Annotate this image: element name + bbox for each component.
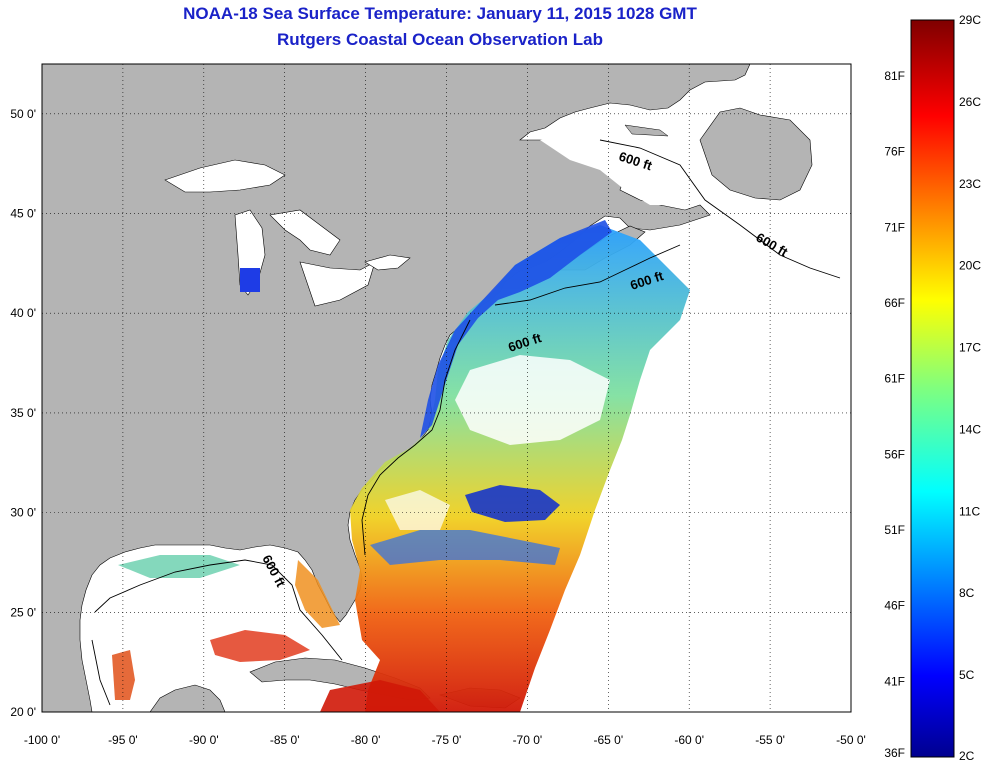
lon-tick-label: -95 0' [108, 733, 138, 747]
longitude-axis: -100 0' -95 0' -90 0' -85 0' -80 0' -75 0' -70… [24, 733, 866, 747]
lon-tick-label: -50 0' [836, 733, 866, 747]
colorbar-celsius-label: 8C [959, 586, 975, 600]
lat-tick-label: 35 0' [10, 406, 36, 420]
cloud-mask-2 [385, 490, 450, 530]
caribbean-sst [320, 680, 440, 712]
gulf-sst-north [118, 555, 240, 578]
colorbar-labels: 36F 41F 46F 51F 56F 61F 66F 71F 76F 81F 2C 5C 8C 11C 1… [884, 13, 981, 763]
sst-swath [350, 225, 690, 712]
gulf-st-lawrence [540, 132, 690, 205]
colorbar [910, 19, 955, 758]
colorbar-fahrenheit-label: 56F [884, 447, 905, 461]
map-border [41, 63, 852, 713]
lat-tick-label: 25 0' [10, 605, 36, 619]
lon-tick-label: -60 0' [674, 733, 704, 747]
colorbar-celsius-label: 26C [959, 95, 981, 109]
lon-tick-label: -80 0' [351, 733, 381, 747]
colorbar-fahrenheit-label: 46F [884, 599, 905, 613]
lat-tick-label: 40 0' [10, 306, 36, 320]
great-lakes [164, 159, 411, 307]
lake-michigan-sst [240, 268, 260, 292]
lon-tick-label: -55 0' [755, 733, 785, 747]
colorbar-fahrenheit-label: 71F [884, 220, 905, 234]
gulf-sst-east [295, 560, 340, 628]
isobath-600ft [91, 139, 841, 706]
newfoundland-land [699, 107, 813, 201]
lat-lon-grid [42, 64, 851, 712]
lon-tick-label: -75 0' [432, 733, 462, 747]
lat-tick-label: 50 0' [10, 107, 36, 121]
anticosti-land [624, 124, 669, 137]
colorbar-celsius-label: 29C [959, 13, 981, 27]
figure-subtitle: Rutgers Coastal Ocean Observation Lab [277, 30, 603, 49]
colorbar-celsius-label: 17C [959, 341, 981, 355]
sst-cold-band [420, 220, 612, 438]
colorbar-celsius-label: 5C [959, 668, 975, 682]
yucatan-land [149, 684, 226, 712]
colorbar-fahrenheit-label: 41F [884, 674, 905, 688]
cloud-mask [455, 355, 610, 445]
colorbar-celsius-label: 14C [959, 422, 981, 436]
colorbar-celsius-label: 20C [959, 259, 981, 273]
gulf-sst-loop [210, 630, 310, 662]
sst-blue-eddy [465, 485, 560, 522]
lat-tick-label: 20 0' [10, 705, 36, 719]
colorbar-fahrenheit-label: 61F [884, 372, 905, 386]
colorbar-fahrenheit-label: 66F [884, 296, 905, 310]
lon-tick-label: -65 0' [593, 733, 623, 747]
colorbar-celsius-label: 23C [959, 177, 981, 191]
gulf-sst-west [112, 650, 135, 700]
latitude-axis: 50 0' 45 0' 40 0' 35 0' 30 0' 25 0' 20 0' [10, 107, 36, 719]
lon-tick-label: -90 0' [189, 733, 219, 747]
colorbar-fahrenheit-label: 76F [884, 145, 905, 159]
lon-tick-label: -70 0' [513, 733, 543, 747]
colorbar-celsius-label: 2C [959, 749, 975, 763]
colorbar-fahrenheit-label: 36F [884, 746, 905, 760]
lon-tick-label: -85 0' [270, 733, 300, 747]
colorbar-fahrenheit-label: 81F [884, 69, 905, 83]
figure-title: NOAA-18 Sea Surface Temperature: January… [183, 4, 697, 23]
lat-tick-label: 30 0' [10, 506, 36, 520]
lon-tick-label: -100 0' [24, 733, 60, 747]
colorbar-celsius-label: 11C [959, 504, 980, 518]
colorbar-fahrenheit-label: 51F [884, 523, 905, 537]
sst-blue-band [370, 530, 560, 565]
lat-tick-label: 45 0' [10, 207, 36, 221]
